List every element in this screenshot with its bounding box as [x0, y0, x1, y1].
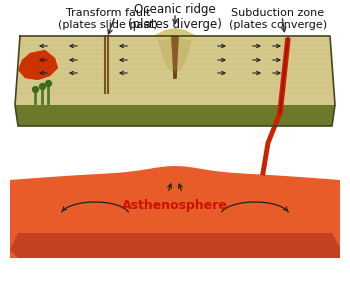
Polygon shape [171, 36, 179, 73]
Polygon shape [153, 28, 197, 40]
Polygon shape [15, 105, 335, 123]
Point [32, 87, 38, 91]
Polygon shape [15, 36, 335, 105]
Polygon shape [10, 233, 340, 258]
Text: Oceanic ridge
(plates diverge): Oceanic ridge (plates diverge) [128, 3, 222, 31]
Polygon shape [10, 166, 340, 258]
Polygon shape [18, 50, 58, 80]
Text: Subduction zone
(plates converge): Subduction zone (plates converge) [229, 8, 327, 30]
Polygon shape [15, 105, 335, 126]
Polygon shape [157, 36, 193, 73]
Polygon shape [10, 180, 340, 258]
Text: Asthenosphere: Asthenosphere [122, 200, 228, 213]
Point [39, 84, 45, 88]
Text: Transform fault
(plates slide past): Transform fault (plates slide past) [58, 8, 158, 30]
Polygon shape [18, 50, 58, 80]
Point [45, 81, 51, 85]
